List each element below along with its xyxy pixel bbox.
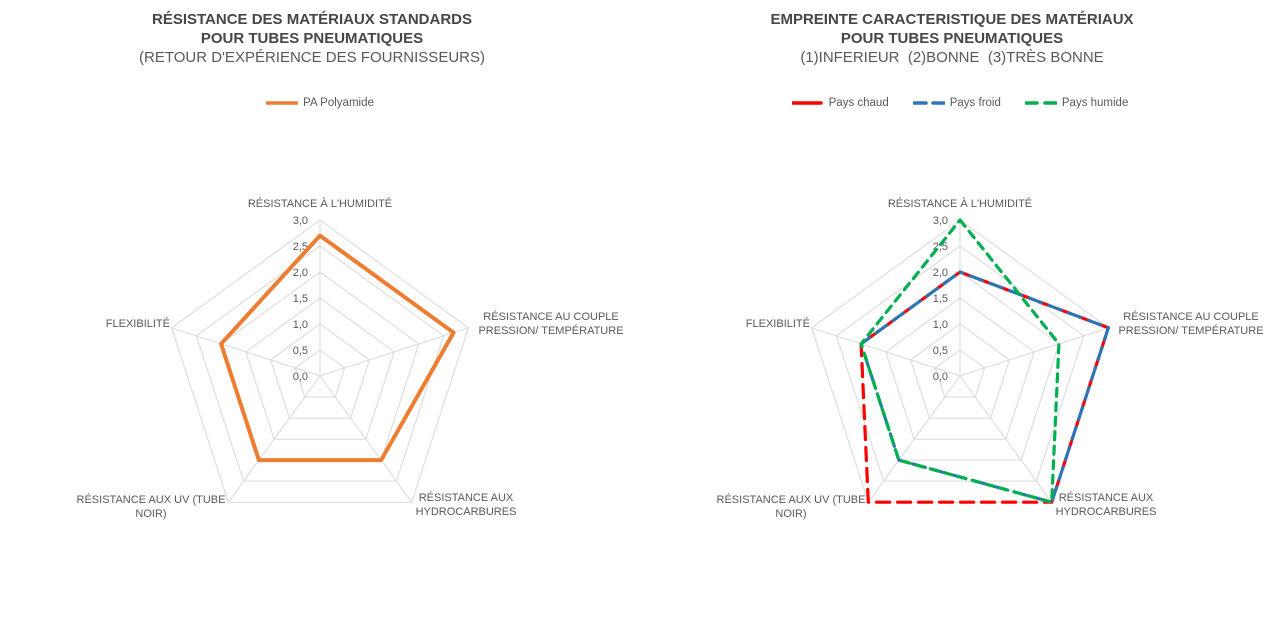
axis-label-resistance-aux-uv-tube-noir: RÉSISTANCE AUX UV (TUBE: [77, 493, 226, 506]
tick-label: 1,5: [293, 293, 308, 305]
tick-label: 2,0: [933, 267, 948, 279]
legend-line-swatch: [1024, 101, 1057, 105]
legend-entry-pays-humide: Pays humide: [1024, 97, 1129, 109]
axis-label-resistance-aux-uv-tube-noir: NOIR): [775, 508, 806, 520]
axis-label-resistance-aux-uv-tube-noir: NOIR): [135, 508, 166, 520]
chart-title-line-2: POUR TUBES PNEUMATIQUES: [840, 30, 1064, 47]
chart-title-block: RÉSISTANCE DES MATÉRIAUX STANDARDS POUR …: [0, 10, 632, 67]
legend-line-swatch: [912, 101, 945, 105]
radar-gridline-ring: [245, 297, 395, 440]
legend-line-swatch: [266, 101, 299, 105]
tick-label: 0,0: [933, 371, 948, 383]
series-pa-polyamide: [219, 233, 456, 463]
radar-plot: 3,0 2,5 2,0 1,5 1,0 0,5 0,0 RÉSISTANCE À L'HUMI…: [77, 197, 624, 520]
radar-gridline-ring: [195, 245, 445, 482]
radar-gridline-ring: [934, 349, 986, 398]
tick-label: 0,5: [933, 345, 948, 357]
axis-label-resistance-aux-hydrocarbures: HYDROCARBURES: [416, 506, 517, 518]
legend: Pays chaud Pays froid Pays humide: [640, 94, 1280, 112]
axis-label-resistance-aux-hydrocarbures: HYDROCARBURES: [1056, 506, 1157, 518]
legend-label: Pays humide: [1061, 97, 1129, 109]
series-pays-humide: [859, 218, 1061, 504]
radar-gridline-ring: [269, 323, 371, 419]
legend-label: Pays chaud: [828, 97, 889, 109]
axis-label-resistance-a-l-humidite: RÉSISTANCE À L'HUMIDITÉ: [248, 197, 392, 210]
axis-label-resistance-aux-uv-tube-noir: RÉSISTANCE AUX UV (TUBE: [717, 493, 866, 506]
radar-gridline-ring: [171, 219, 469, 503]
radar-gridline-ring: [909, 323, 1011, 419]
chart-title-line-1: EMPREINTE CARACTERISTIQUE DES MATÉRIAUX: [770, 11, 1134, 28]
legend-label: Pays froid: [949, 97, 1001, 109]
tick-label: 2,0: [293, 267, 308, 279]
radar-gridline-ring: [294, 349, 346, 398]
axis-label-resistance-a-l-humidite: RÉSISTANCE À L'HUMIDITÉ: [888, 197, 1032, 210]
radar-gridline-ring: [885, 297, 1035, 440]
legend: PA Polyamide: [0, 94, 640, 112]
chart-subtitle: (RETOUR D'EXPÉRIENCE DES FOURNISSEURS): [139, 49, 485, 66]
radar-gridline-ring: [835, 245, 1085, 482]
series-pays-chaud: [859, 270, 1110, 504]
axis-label-flexibilite: FLEXIBILITÉ: [746, 317, 810, 330]
radar-chart-right: EMPREINTE CARACTERISTIQUE DES MATÉRIAUX …: [640, 0, 1280, 635]
tick-label: 0,5: [293, 345, 308, 357]
axis-label-resistance-au-couple-pression-: RÉSISTANCE AU COUPLE: [1123, 310, 1259, 323]
axis-label-resistance-au-couple-pression-: PRESSION/ TEMPÉRATURE: [1118, 324, 1263, 337]
tick-label: 0,0: [293, 371, 308, 383]
legend-entry-pa-polyamide: PA Polyamide: [266, 97, 374, 109]
series-pays-froid: [859, 270, 1110, 504]
axis-label-flexibilite: FLEXIBILITÉ: [106, 317, 170, 330]
tick-label: 1,0: [293, 319, 308, 331]
radar-plot: 3,0 2,5 2,0 1,5 1,0 0,5 0,0 RÉSISTANCE À L'HUMI…: [640, 0, 1280, 635]
legend-entry-pays-chaud: Pays chaud: [791, 97, 889, 109]
axis-label-resistance-aux-hydrocarbures: RÉSISTANCE AUX: [419, 491, 514, 504]
tick-label: 3,0: [293, 215, 308, 227]
tick-label: 1,5: [933, 293, 948, 305]
axis-label-resistance-au-couple-pression-: PRESSION/ TEMPÉRATURE: [478, 324, 623, 337]
chart-subtitle: (1)INFERIEUR (2)BONNE (3)TRÈS BONNE: [800, 49, 1104, 66]
legend-line-swatch: [791, 101, 824, 105]
chart-title-line-1: RÉSISTANCE DES MATÉRIAUX STANDARDS: [151, 11, 473, 28]
axis-label-resistance-aux-hydrocarbures: RÉSISTANCE AUX: [1059, 491, 1154, 504]
tick-label: 1,0: [933, 319, 948, 331]
tick-label: 3,0: [933, 215, 948, 227]
legend-label: PA Polyamide: [303, 97, 374, 109]
axis-label-resistance-au-couple-pression-: RÉSISTANCE AU COUPLE: [483, 310, 619, 323]
chart-title-line-2: POUR TUBES PNEUMATIQUES: [200, 30, 424, 47]
radar-chart-left: RÉSISTANCE DES MATÉRIAUX STANDARDS POUR …: [0, 10, 640, 520]
chart-title-block: EMPREINTE CARACTERISTIQUE DES MATÉRIAUX …: [632, 10, 1272, 67]
legend-entry-pays-froid: Pays froid: [912, 97, 1001, 109]
